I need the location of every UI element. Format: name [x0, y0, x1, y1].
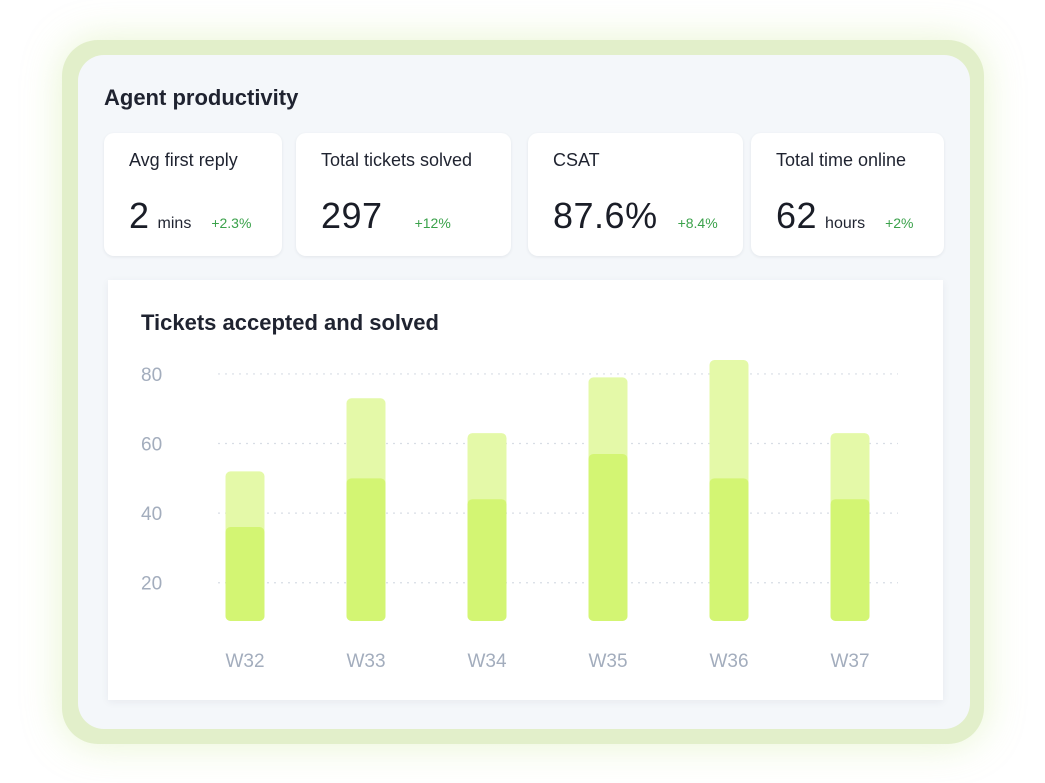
stat-label: CSAT	[553, 150, 600, 170]
stat-card-avg-first-reply: Avg first reply 2 mins +2.3%	[104, 133, 282, 256]
stat-unit: mins	[157, 215, 192, 232]
y-tick-label: 20	[141, 574, 162, 595]
x-tick-label: W34	[467, 651, 507, 672]
y-tick-label: 40	[141, 504, 162, 525]
bar-solved-w32	[225, 527, 265, 621]
bar-solved-w33	[346, 478, 386, 621]
x-tick-label: W36	[709, 651, 748, 672]
bar-solved-w36	[709, 478, 749, 621]
stat-delta: +8.4%	[677, 215, 718, 231]
stat-card-total-time-online: Total time online 62 hours +2%	[751, 133, 944, 256]
stat-label: Total tickets solved	[321, 150, 473, 170]
chart-title: Tickets accepted and solved	[141, 310, 439, 335]
x-tick-label: W35	[588, 651, 627, 672]
stat-delta: +12%	[414, 215, 451, 231]
bar-solved-w37	[830, 499, 870, 621]
x-tick-label: W33	[346, 651, 385, 672]
y-tick-label: 80	[141, 365, 162, 386]
y-axis-ticks: 20 40 60 80	[141, 365, 162, 595]
stat-unit: hours	[825, 215, 866, 232]
stat-row: 297 +12%	[321, 195, 451, 237]
stat-label: Avg first reply	[129, 150, 238, 170]
tickets-bar-chart: 20 40 60 80 W32 W33 W34 W35 W36 W37	[141, 360, 898, 672]
stat-value: 62	[776, 195, 818, 236]
stat-delta: +2%	[885, 215, 914, 231]
bars	[225, 360, 870, 621]
x-tick-label: W37	[830, 651, 869, 672]
stat-row: 62 hours +2%	[776, 195, 914, 237]
gridlines	[218, 373, 898, 584]
stat-row: 2 mins +2.3%	[129, 195, 251, 237]
stat-card-csat: CSAT 87.6% +8.4%	[528, 133, 743, 256]
stat-value: 2	[129, 195, 150, 236]
stat-label: Total time online	[776, 150, 907, 170]
stat-delta: +2.3%	[211, 215, 252, 231]
chart-card: Tickets accepted and solved 20 40 60 80 W32…	[108, 280, 943, 700]
x-tick-label: W32	[225, 651, 264, 672]
y-tick-label: 60	[141, 435, 162, 456]
stat-row: 87.6% +8.4%	[553, 195, 718, 237]
stat-value: 297	[321, 195, 383, 236]
stat-card-total-tickets-solved: Total tickets solved 297 +12%	[296, 133, 511, 256]
stat-value: 87.6%	[553, 195, 658, 236]
bar-solved-w34	[467, 499, 507, 621]
bar-solved-w35	[588, 453, 628, 621]
panel-title: Agent productivity	[104, 85, 299, 110]
x-axis-ticks: W32 W33 W34 W35 W36 W37	[225, 651, 869, 672]
